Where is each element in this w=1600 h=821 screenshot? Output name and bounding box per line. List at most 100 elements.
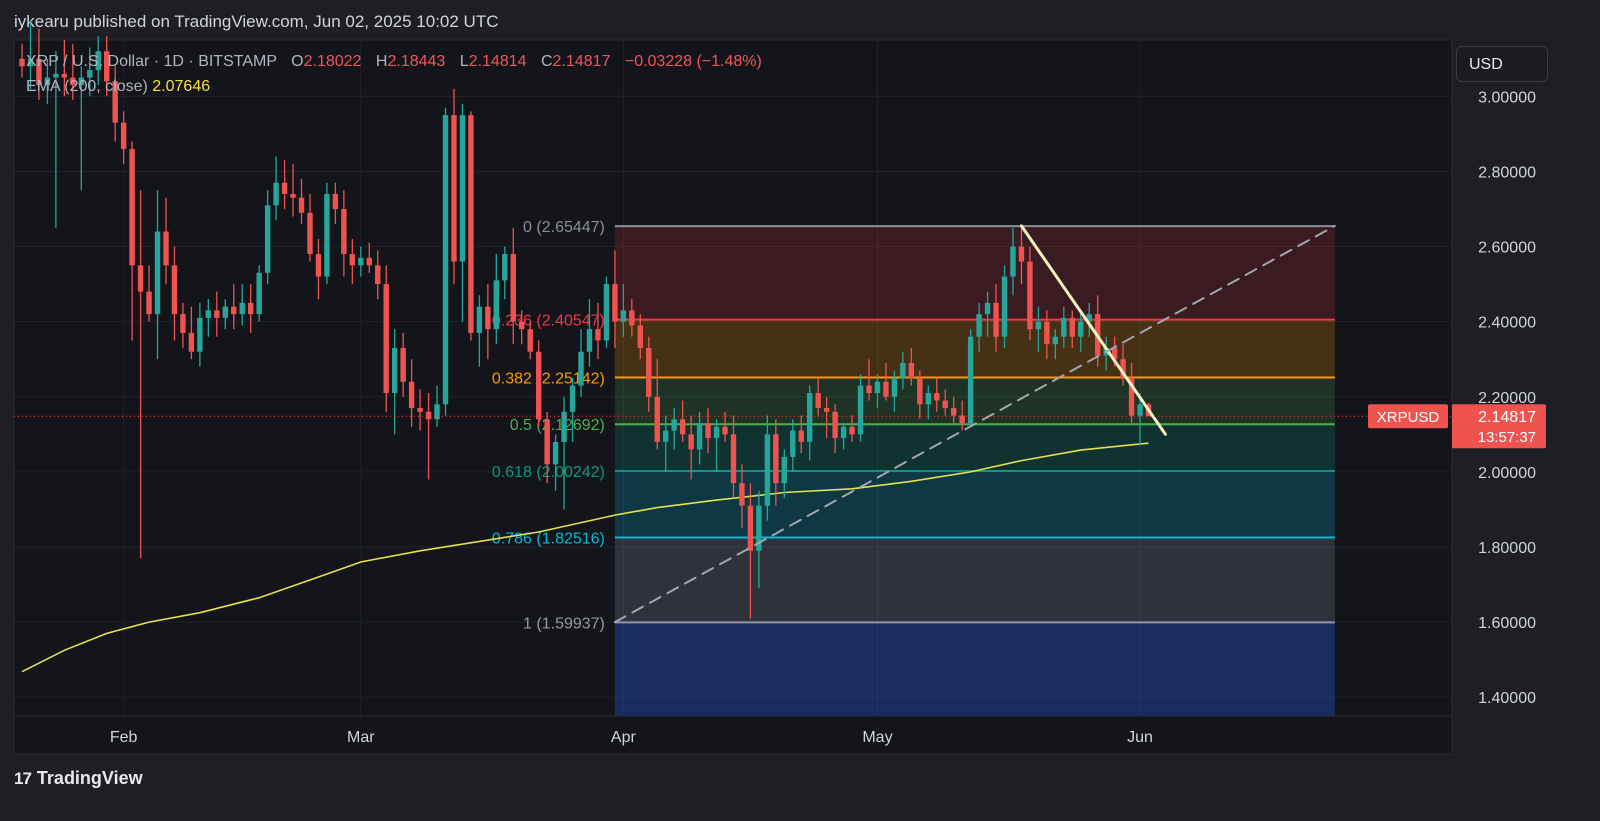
candle-body <box>70 77 76 86</box>
candle-body <box>27 58 34 67</box>
candle-body <box>137 265 144 292</box>
candle-body <box>391 347 398 394</box>
candle-body <box>569 385 576 412</box>
x-tick-label: Mar <box>347 729 375 746</box>
candle-body <box>552 441 559 465</box>
legend-ema[interactable]: EMA (200, close) 2.07646 <box>26 78 210 96</box>
candle-body <box>764 434 771 506</box>
candle-body <box>917 378 923 405</box>
fib-retracement[interactable]: 0 (2.65447) 0.236 (2.40547) 0.382 (2.25142… <box>492 219 1335 716</box>
legend-high-label: H <box>375 53 388 70</box>
candle-body <box>1010 246 1016 277</box>
candle-body <box>19 58 25 67</box>
candle-body <box>1111 347 1118 360</box>
candle-body <box>798 430 804 442</box>
candle-body <box>773 434 779 484</box>
candle-body <box>78 77 84 86</box>
fib-level-label: 0.618 (2.00242) <box>492 464 605 481</box>
candle-body <box>459 115 466 262</box>
candle-body <box>1078 321 1084 337</box>
candle-body <box>214 310 220 318</box>
y-tick-label: 1.80000 <box>1478 540 1536 557</box>
legend-symbol: XRP / U.S. Dollar · 1D · BITSTAMP <box>26 53 277 70</box>
currency-button[interactable]: USD <box>1456 46 1548 82</box>
candle-body <box>1044 321 1050 345</box>
y-tick-label: 2.60000 <box>1478 240 1536 257</box>
candle-body <box>468 115 474 333</box>
ema-label: EMA (200, close) <box>26 78 148 95</box>
price-tag-bg <box>1452 404 1546 449</box>
candle-body <box>434 404 440 420</box>
candle-body <box>722 426 728 435</box>
x-tick-label: Apr <box>611 729 637 746</box>
candle-body <box>358 257 364 266</box>
candle-body <box>146 291 152 315</box>
candle-body <box>180 314 186 333</box>
candle-body <box>790 430 796 457</box>
candle-body <box>1069 317 1075 337</box>
candle-body <box>408 381 415 409</box>
candle-body <box>984 302 991 315</box>
candle-body <box>603 284 610 341</box>
candle-body <box>307 212 313 255</box>
candle-body <box>663 430 669 442</box>
candle-body <box>832 411 838 439</box>
candle-body <box>934 393 940 401</box>
candle-body <box>993 302 999 337</box>
candle-body <box>1001 276 1008 337</box>
candle-body <box>595 329 601 341</box>
fib-zone <box>614 377 1335 425</box>
candle-body <box>696 423 703 450</box>
publisher-line: iykearu published on TradingView.com, Ju… <box>14 12 499 31</box>
y-tick-label: 2.20000 <box>1478 390 1536 407</box>
candle-body <box>815 393 821 409</box>
candle-body <box>256 272 262 315</box>
candle-body <box>976 314 982 337</box>
candle-body <box>739 483 745 506</box>
candle-body <box>349 254 356 266</box>
candle-body <box>730 434 737 484</box>
legend-low-label: L <box>459 53 469 70</box>
candle-body <box>273 182 279 206</box>
candle-body <box>341 209 347 255</box>
fib-level-label: 0.236 (2.40547) <box>492 313 605 330</box>
tradingview-logo[interactable]: 17 TradingView <box>14 768 143 789</box>
y-tick-label: 1.60000 <box>1478 615 1536 632</box>
candle-body <box>1052 336 1059 345</box>
candle-body <box>298 197 305 213</box>
candle-body <box>654 396 660 442</box>
candle-body <box>578 351 584 386</box>
candle-body <box>951 408 957 416</box>
candle-body <box>1137 404 1143 416</box>
candle-body <box>688 434 694 450</box>
candle-body <box>400 347 406 382</box>
candle-body <box>324 193 330 277</box>
legend-ohlc: XRP / U.S. Dollar · 1D · BITSTAMP O2.180… <box>26 53 762 71</box>
candle-body <box>375 265 381 285</box>
candle-body <box>425 411 432 420</box>
fib-level-label: 0.5 (2.12692) <box>510 417 605 434</box>
candle-body <box>510 254 516 322</box>
y-tick-label: 2.40000 <box>1478 315 1536 332</box>
y-tick-label: 2.80000 <box>1478 164 1536 181</box>
candle-body <box>891 378 898 397</box>
legend-open-label: O <box>291 53 304 70</box>
candle-body <box>637 325 644 348</box>
candle-body <box>925 393 931 405</box>
candle-body <box>44 77 51 86</box>
y-tick-label: 3.00000 <box>1478 89 1536 106</box>
fib-zone <box>614 622 1335 716</box>
candle-body <box>1027 261 1033 330</box>
candle-body <box>705 423 711 439</box>
candle-body <box>1120 359 1126 378</box>
candle-body <box>586 329 593 352</box>
candle-body <box>188 332 195 352</box>
candle-body <box>171 265 178 315</box>
candle-body <box>756 505 762 551</box>
candle-body <box>883 381 889 397</box>
candle-body <box>857 385 864 435</box>
trendlines[interactable] <box>14 224 1452 624</box>
candle-body <box>231 306 237 315</box>
x-tick-label: May <box>862 729 892 746</box>
